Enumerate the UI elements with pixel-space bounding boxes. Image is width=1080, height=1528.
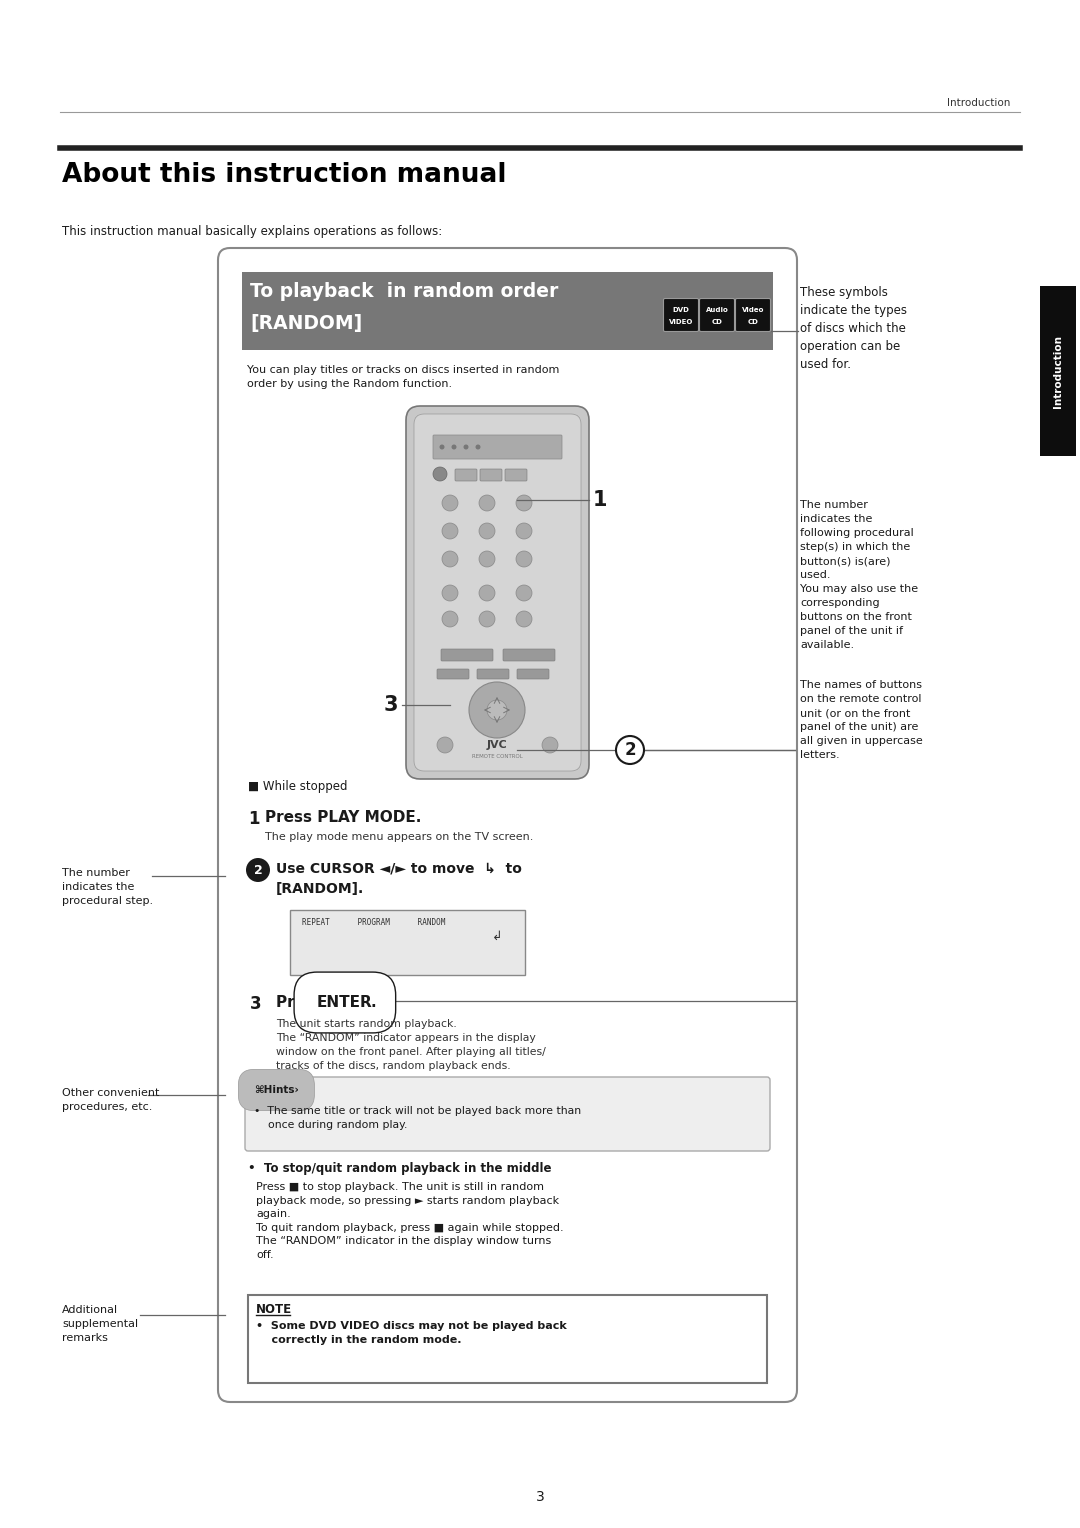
Text: DVD: DVD [673,307,689,313]
Text: This instruction manual basically explains operations as follows:: This instruction manual basically explai… [62,225,442,238]
FancyBboxPatch shape [1040,286,1076,455]
FancyBboxPatch shape [406,406,589,779]
Text: 1: 1 [593,490,607,510]
Text: 3: 3 [249,995,261,1013]
Circle shape [516,495,532,510]
Text: Press ■ to stop playback. The unit is still in random
playback mode, so pressing: Press ■ to stop playback. The unit is st… [256,1183,564,1261]
Text: ⌘Hints›: ⌘Hints› [254,1085,299,1096]
Text: These symbols
indicate the types
of discs which the
operation can be
used for.: These symbols indicate the types of disc… [800,286,907,371]
Circle shape [487,700,507,720]
FancyBboxPatch shape [480,469,502,481]
Circle shape [516,552,532,567]
Text: The unit starts random playback.
The “RANDOM” indicator appears in the display
w: The unit starts random playback. The “RA… [276,1019,545,1071]
Circle shape [542,736,558,753]
Text: .: . [370,995,376,1010]
FancyBboxPatch shape [248,1296,767,1383]
FancyBboxPatch shape [477,669,509,678]
Circle shape [480,523,495,539]
Text: JVC: JVC [487,740,508,750]
Text: [RANDOM].: [RANDOM]. [276,882,364,895]
FancyBboxPatch shape [218,248,797,1403]
Text: 2: 2 [624,741,636,759]
Circle shape [516,523,532,539]
Text: Press: Press [276,995,328,1010]
Text: Use CURSOR ◄/► to move  ↳  to: Use CURSOR ◄/► to move ↳ to [276,862,522,876]
FancyBboxPatch shape [455,469,477,481]
FancyBboxPatch shape [433,435,562,458]
Circle shape [463,445,469,449]
Text: The names of buttons
on the remote control
unit (or on the front
panel of the un: The names of buttons on the remote contr… [800,680,922,759]
Text: Video: Video [742,307,765,313]
Text: REMOTE CONTROL: REMOTE CONTROL [472,755,523,759]
Text: Additional
supplemental
remarks: Additional supplemental remarks [62,1305,138,1343]
Text: Introduction: Introduction [1053,335,1063,408]
Text: 2: 2 [254,863,262,877]
Circle shape [480,611,495,626]
Text: About this instruction manual: About this instruction manual [62,162,507,188]
FancyBboxPatch shape [291,911,525,975]
Circle shape [442,523,458,539]
Text: •  The same title or track will not be played back more than
    once during ran: • The same title or track will not be pl… [254,1106,581,1129]
FancyBboxPatch shape [503,649,555,662]
Circle shape [437,736,453,753]
Circle shape [480,495,495,510]
FancyBboxPatch shape [735,298,770,332]
Circle shape [475,445,481,449]
Circle shape [440,445,445,449]
Circle shape [451,445,457,449]
Text: Audio: Audio [705,307,728,313]
FancyBboxPatch shape [414,414,581,772]
Text: •  Some DVD VIDEO discs may not be played back
    correctly in the random mode.: • Some DVD VIDEO discs may not be played… [256,1322,567,1345]
Text: CD: CD [747,319,758,324]
Text: •  To stop/quit random playback in the middle: • To stop/quit random playback in the mi… [248,1161,552,1175]
Circle shape [433,468,447,481]
Circle shape [246,859,270,882]
Text: VIDEO: VIDEO [669,319,693,324]
Text: You can play titles or tracks on discs inserted in random
order by using the Ran: You can play titles or tracks on discs i… [247,365,559,390]
Text: NOTE: NOTE [256,1303,292,1316]
Circle shape [442,495,458,510]
Text: 3: 3 [536,1490,544,1504]
Text: CD: CD [712,319,723,324]
Circle shape [616,736,644,764]
Text: ■ While stopped: ■ While stopped [248,779,348,793]
Text: The number
indicates the
following procedural
step(s) in which the
button(s) is(: The number indicates the following proce… [800,500,918,649]
Text: ↲: ↲ [491,931,502,943]
Circle shape [516,611,532,626]
Text: The play mode menu appears on the TV screen.: The play mode menu appears on the TV scr… [265,833,534,842]
Text: 1: 1 [248,810,259,828]
Text: Other convenient
procedures, etc.: Other convenient procedures, etc. [62,1088,160,1112]
FancyBboxPatch shape [663,298,699,332]
Circle shape [480,585,495,601]
Text: To playback  in random order: To playback in random order [249,283,558,301]
Circle shape [442,585,458,601]
FancyBboxPatch shape [245,1077,770,1151]
Text: The number
indicates the
procedural step.: The number indicates the procedural step… [62,868,153,906]
Circle shape [469,681,525,738]
Text: Press PLAY MODE.: Press PLAY MODE. [265,810,421,825]
FancyBboxPatch shape [441,649,492,662]
FancyBboxPatch shape [242,272,773,350]
FancyBboxPatch shape [700,298,734,332]
Circle shape [516,585,532,601]
FancyBboxPatch shape [505,469,527,481]
FancyBboxPatch shape [437,669,469,678]
Circle shape [442,552,458,567]
Text: REPEAT      PROGRAM      RANDOM: REPEAT PROGRAM RANDOM [302,918,445,927]
Circle shape [480,552,495,567]
Text: [RANDOM]: [RANDOM] [249,313,362,333]
Text: Introduction: Introduction [947,98,1010,108]
Text: ENTER: ENTER [318,995,373,1010]
Text: 3: 3 [383,695,399,715]
FancyBboxPatch shape [517,669,549,678]
Circle shape [442,611,458,626]
